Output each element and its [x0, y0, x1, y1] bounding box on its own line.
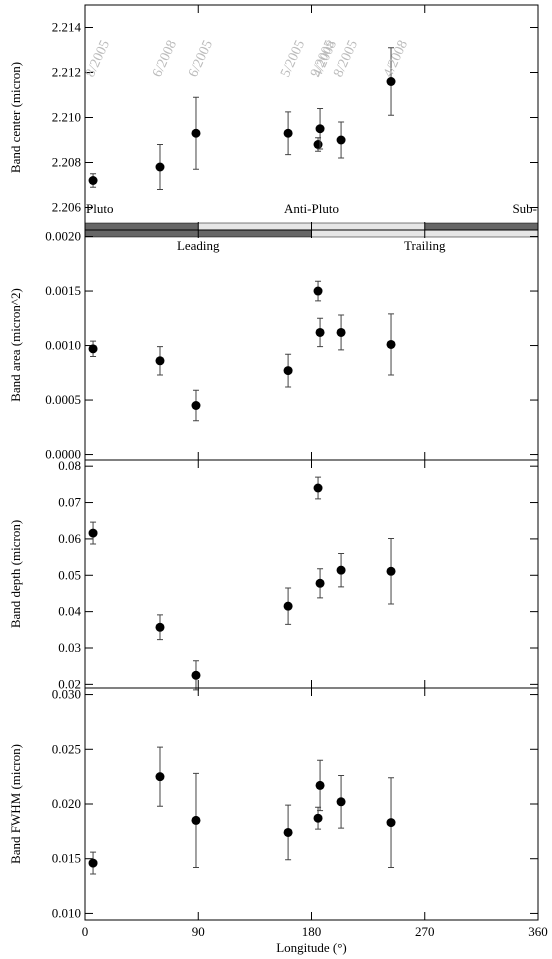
point-label: 8/2005 [83, 38, 113, 80]
data-point [89, 344, 98, 353]
y-tick-label: 0.07 [58, 495, 81, 510]
plot-frame [85, 230, 538, 460]
point-label: 5/2005 [278, 38, 308, 80]
y-axis-label: Band area (micron^2) [8, 288, 23, 402]
data-point [316, 781, 325, 790]
data-point [191, 671, 200, 680]
data-point [191, 816, 200, 825]
region-label: Leading [177, 238, 220, 253]
data-point [89, 529, 98, 538]
data-point [337, 136, 346, 145]
data-point [284, 366, 293, 375]
y-tick-label: 0.03 [58, 640, 81, 655]
x-tick-label: 360 [528, 924, 548, 939]
data-point [337, 566, 346, 575]
y-tick-label: 0.0010 [45, 338, 81, 353]
data-point [387, 340, 396, 349]
y-tick-label: 0.020 [52, 796, 81, 811]
data-point [155, 356, 164, 365]
data-point [387, 567, 396, 576]
y-tick-label: 2.208 [52, 155, 81, 170]
data-point [316, 579, 325, 588]
region-label: Pluto [86, 201, 113, 216]
data-point [89, 859, 98, 868]
data-point [89, 176, 98, 185]
data-point [387, 818, 396, 827]
y-tick-label: 0.010 [52, 905, 81, 920]
point-label: 6/2008 [150, 38, 180, 80]
y-tick-label: 2.212 [52, 65, 81, 80]
y-axis-label: Band FWHM (micron) [8, 744, 23, 864]
plot-frame [85, 5, 538, 230]
y-tick-label: 0.0020 [45, 229, 81, 244]
chart: Pluto Anti-Pluto Sub- 2.206 2.208 2.210 2.212 2… [0, 0, 552, 959]
y-tick-label: 2.210 [52, 110, 81, 125]
data-point [284, 129, 293, 138]
data-point [284, 602, 293, 611]
x-axis-label: Longitude (°) [276, 940, 347, 955]
data-point [314, 287, 323, 296]
data-point [155, 163, 164, 172]
data-point [316, 328, 325, 337]
plot-frame [85, 460, 538, 688]
y-tick-label: 0.05 [58, 567, 81, 582]
data-point [314, 140, 323, 149]
y-tick-label: 2.214 [52, 20, 82, 35]
region-strip [85, 223, 198, 230]
data-point [155, 772, 164, 781]
y-axis-label: Band depth (micron) [8, 520, 23, 628]
data-point [191, 129, 200, 138]
region-label: Sub- [512, 201, 537, 216]
data-point [316, 124, 325, 133]
data-point [284, 828, 293, 837]
x-tick-label: 180 [302, 924, 322, 939]
y-tick-label: 0.030 [52, 687, 81, 702]
data-point [314, 814, 323, 823]
y-tick-label: 0.08 [58, 458, 81, 473]
region-label: Trailing [404, 238, 446, 253]
y-tick-label: 0.025 [52, 741, 81, 756]
plot-frame [85, 688, 538, 920]
point-label: 4/2008 [381, 38, 411, 80]
y-tick-label: 0.0005 [45, 392, 81, 407]
region-label: Anti-Pluto [284, 201, 339, 216]
x-tick-label: 270 [415, 924, 435, 939]
data-point [155, 623, 164, 632]
region-strip [425, 223, 538, 230]
y-tick-label: 0.04 [58, 604, 81, 619]
y-tick-label: 0.015 [52, 851, 81, 866]
point-label: 6/2005 [186, 38, 216, 80]
y-tick-label: 2.206 [52, 200, 82, 215]
data-point [337, 797, 346, 806]
x-tick-label: 90 [192, 924, 205, 939]
y-tick-label: 0.06 [58, 531, 81, 546]
data-point [337, 328, 346, 337]
y-tick-label: 0.0015 [45, 283, 81, 298]
data-point [191, 401, 200, 410]
x-tick-label: 0 [82, 924, 89, 939]
y-axis-label: Band center (micron) [8, 62, 23, 173]
data-point [314, 484, 323, 493]
